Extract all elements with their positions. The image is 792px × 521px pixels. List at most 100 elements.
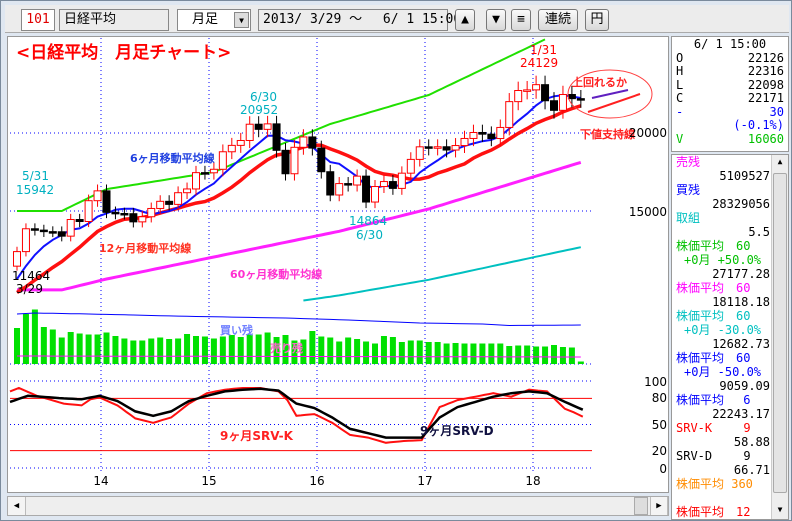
ohlc-row: C 22171 xyxy=(676,91,784,106)
ohlc-row: L 22098 xyxy=(676,78,784,93)
indicator-label: 買残 xyxy=(676,183,701,197)
indicator-value: 18118.18 xyxy=(712,295,770,309)
ratio-bar xyxy=(22,314,29,364)
label-high-2015: 6/30 xyxy=(250,90,277,104)
label-high-2013-value: 15942 xyxy=(16,183,54,197)
label-ma12: 12ヶ月移動平均線 xyxy=(99,241,191,255)
ratio-bar xyxy=(363,341,370,364)
indicator-item[interactable]: 買残 28329056 xyxy=(676,183,770,211)
horizontal-scrollbar[interactable]: ◀ ▶ xyxy=(7,496,669,516)
chart-area[interactable]: <日経平均 月足チャート> 5/31 15942 6/30 20952 1146… xyxy=(7,36,669,493)
srv-tick: 0 xyxy=(659,462,667,476)
ratio-bar xyxy=(201,336,208,364)
indicator-label: 売残 xyxy=(676,155,701,169)
indicator-value: 5.5 xyxy=(748,225,770,239)
vertical-scrollbar[interactable]: ▲ ▼ xyxy=(771,155,788,519)
indicator-value: 58.88 xyxy=(733,435,770,449)
ratio-bar xyxy=(407,340,414,364)
yen-button[interactable]: 円 xyxy=(585,9,609,31)
scroll-thumb[interactable] xyxy=(773,173,787,493)
menu-button[interactable]: ≡ xyxy=(511,9,531,31)
ratio-bar xyxy=(282,335,289,364)
ratio-bar xyxy=(506,346,513,364)
ratio-bar xyxy=(139,340,146,364)
ratio-bar xyxy=(336,341,343,364)
ohlc-value: (-0.1%) xyxy=(733,118,784,132)
indicator-item[interactable]: 売残 5109527 xyxy=(676,155,770,183)
candle-body xyxy=(245,123,254,141)
candle-body xyxy=(424,146,433,149)
scroll-down-button[interactable]: ▼ xyxy=(486,9,506,31)
indicator-item[interactable]: 株価平均 60 +0月 -50.0% 9059.09 xyxy=(676,351,770,393)
label-srv-k: 9ヶ月SRV-K xyxy=(220,429,294,443)
srv-tick: 100 xyxy=(644,375,667,389)
label-high-2013: 5/31 xyxy=(22,169,49,183)
price-chart: <日経平均 月足チャート> 5/31 15942 6/30 20952 1146… xyxy=(9,38,667,488)
candle-body xyxy=(183,188,192,194)
indicator-label: 株価平均 60 xyxy=(676,239,751,253)
candle-body xyxy=(272,123,281,151)
indicator-item[interactable]: 株価平均 60 +0月 +50.0% 27177.28 xyxy=(676,239,770,281)
ma60-line xyxy=(17,160,582,292)
candle-body xyxy=(371,186,379,203)
ratio-bar xyxy=(193,336,199,364)
candle-body xyxy=(209,168,218,174)
indicator-item[interactable]: SRV-D 9 66.71 xyxy=(676,449,770,477)
candle-body xyxy=(93,190,102,202)
x-tick: 14 xyxy=(93,474,108,488)
scroll-right-icon[interactable]: ▶ xyxy=(650,497,668,515)
indicator-item[interactable]: SRV-K 9 58.88 xyxy=(676,421,770,449)
ratio-bar xyxy=(559,347,566,364)
period-value: 月足 xyxy=(192,12,219,27)
indicator-item[interactable]: 株価平均 12 xyxy=(676,505,770,519)
indicator-value: 66.71 xyxy=(733,463,770,477)
candle-body xyxy=(353,175,362,186)
label-support: 下値支持線 xyxy=(580,127,635,141)
ratio-bar xyxy=(372,343,378,364)
arrow-line-blue xyxy=(591,89,629,99)
indicator-item[interactable]: 株価平均 60 18118.18 xyxy=(676,281,770,309)
ratio-bar xyxy=(398,342,405,364)
scroll-left-icon[interactable]: ◀ xyxy=(8,497,26,515)
candle-body xyxy=(362,175,371,203)
symbol-name: 日経平均 xyxy=(59,9,169,31)
ratio-bar xyxy=(309,331,316,364)
candle-body xyxy=(174,192,183,205)
ohlc-key: O xyxy=(676,50,684,65)
ratio-bar xyxy=(291,340,298,364)
period-select[interactable]: 月足 ▼ xyxy=(177,9,251,31)
code-input[interactable]: 101 xyxy=(21,9,55,31)
scroll-up-button[interactable]: ▲ xyxy=(455,9,475,31)
candle-body xyxy=(469,131,478,139)
scroll-thumb[interactable] xyxy=(634,497,648,515)
ohlc-value: 16060 xyxy=(747,131,784,146)
candle-body xyxy=(111,211,120,215)
candle-body xyxy=(406,158,415,174)
buy-balance-line xyxy=(16,312,581,327)
indicator-item[interactable]: 株価平均 360 xyxy=(676,477,770,491)
indicator-item[interactable]: 株価平均 6 22243.17 xyxy=(676,393,770,421)
indicator-item[interactable]: 株価平均 60 +0月 -30.0% 12682.73 xyxy=(676,309,770,351)
sell-balance-line xyxy=(17,355,581,358)
scroll-up-icon[interactable]: ▲ xyxy=(777,157,783,166)
ohlc-row: V 16060 xyxy=(676,131,784,147)
label-low-2016: 14864 xyxy=(349,214,387,228)
ratio-bar xyxy=(210,338,217,364)
indicator-value: 27177.28 xyxy=(712,267,770,281)
ma60-envelope-line xyxy=(303,246,582,302)
candle-body xyxy=(57,231,66,237)
label-srv-d: 9ヶ月SRV-D xyxy=(420,424,494,438)
ratio-bar xyxy=(542,346,549,364)
candle-body xyxy=(66,219,75,237)
indicator-item[interactable]: 取組 5.5 xyxy=(676,211,770,239)
ohlc-row: H 22316 xyxy=(676,64,784,79)
continuous-button[interactable]: 連続 xyxy=(538,9,578,31)
candle-body xyxy=(478,131,487,135)
ratio-bar xyxy=(577,361,584,364)
ratio-bar xyxy=(237,337,244,364)
indicator-sub: +0月 +50.0% xyxy=(684,253,762,267)
scroll-down-icon[interactable]: ▼ xyxy=(777,505,783,514)
chart-title: <日経平均 月足チャート> xyxy=(16,42,231,63)
srv-tick: 50 xyxy=(652,418,667,432)
